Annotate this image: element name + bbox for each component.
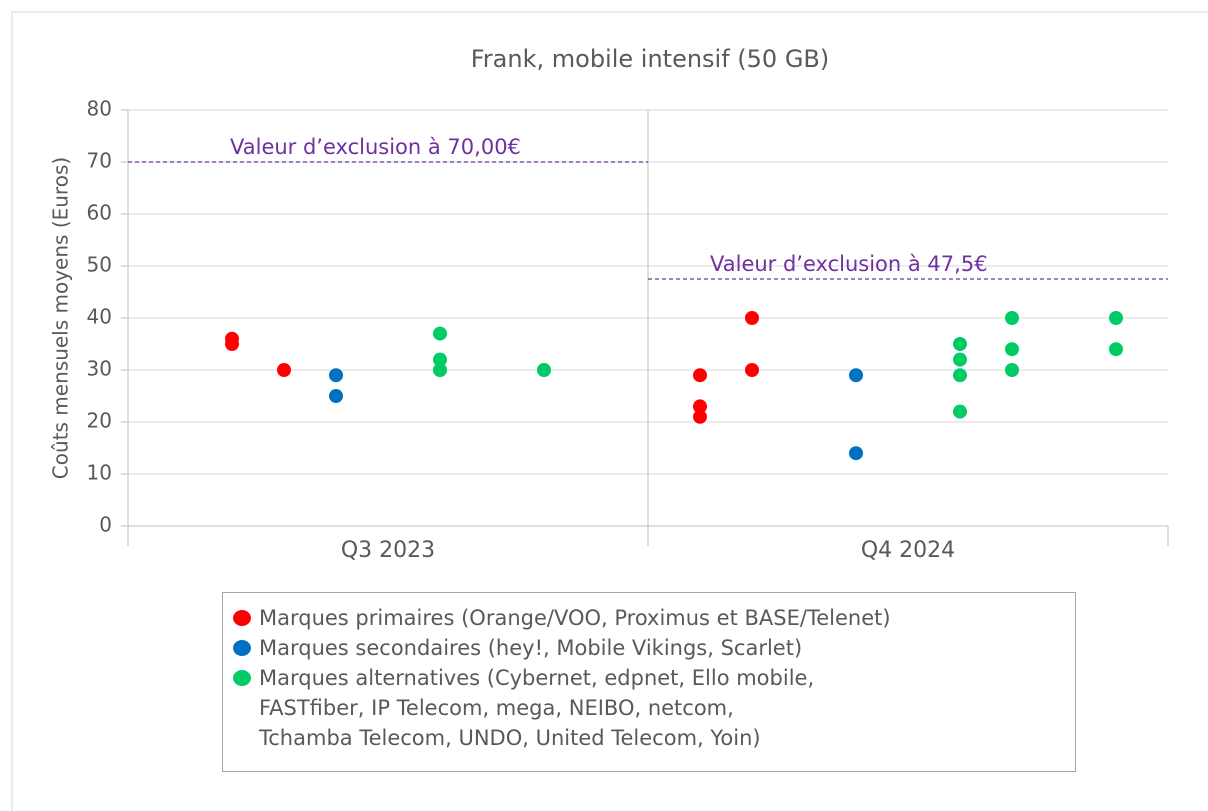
dot	[953, 368, 967, 383]
y-tick-label: 20	[87, 409, 112, 433]
dot	[1005, 311, 1019, 325]
chart-frame	[11, 11, 1208, 811]
dot	[433, 326, 447, 341]
dot	[537, 363, 551, 377]
legend-swatch	[233, 610, 251, 626]
legend-entry: Marques alternatives (Cybernet, edpnet, …	[233, 663, 1075, 753]
legend-swatch	[233, 640, 251, 656]
dot	[225, 331, 239, 346]
dot	[329, 389, 343, 403]
dot	[693, 399, 707, 414]
dot	[745, 363, 759, 377]
dot	[329, 368, 343, 383]
dot	[277, 363, 291, 377]
annotation: Valeur d’exclusion à 47,5€	[710, 252, 988, 276]
x-tick-label: Q4 2024	[861, 538, 955, 563]
legend-label: Marques secondaires (hey!, Mobile Viking…	[259, 636, 803, 660]
dot	[1005, 342, 1019, 357]
dot	[953, 337, 967, 351]
legend: Marques primaires (Orange/VOO, Proximus …	[222, 592, 1076, 772]
y-tick-label: 60	[87, 201, 112, 225]
dot	[849, 446, 863, 461]
legend-entry: Marques secondaires (hey!, Mobile Viking…	[233, 633, 1075, 663]
dot	[693, 368, 707, 383]
dot	[433, 363, 447, 377]
y-tick-label: 50	[87, 253, 112, 277]
y-tick-label: 80	[87, 97, 112, 121]
chart-title: Frank, mobile intensif (50 GB)	[471, 45, 830, 73]
dot	[953, 352, 967, 367]
y-axis-label: Coûts mensuels moyens (Euros)	[49, 157, 73, 479]
dot	[433, 352, 447, 367]
y-tick-label: 70	[87, 149, 112, 173]
legend-swatch	[233, 670, 251, 686]
dot	[1109, 311, 1123, 325]
dot	[1005, 363, 1019, 377]
y-tick-label: 30	[87, 357, 112, 381]
annotation: Valeur d’exclusion à 70,00€	[230, 135, 521, 159]
x-tick-label: Q3 2023	[341, 538, 435, 563]
dot	[745, 311, 759, 325]
dot	[849, 368, 863, 383]
legend-label: Marques primaires (Orange/VOO, Proximus …	[259, 606, 891, 630]
dot	[1109, 342, 1123, 357]
legend-entry: Marques primaires (Orange/VOO, Proximus …	[233, 603, 1075, 633]
y-tick-label: 40	[87, 305, 112, 329]
y-tick-label: 0	[99, 513, 112, 537]
y-tick-label: 10	[87, 461, 112, 485]
dot	[693, 409, 707, 424]
dot	[953, 404, 967, 419]
legend-label: Marques alternatives (Cybernet, edpnet, …	[259, 666, 815, 750]
